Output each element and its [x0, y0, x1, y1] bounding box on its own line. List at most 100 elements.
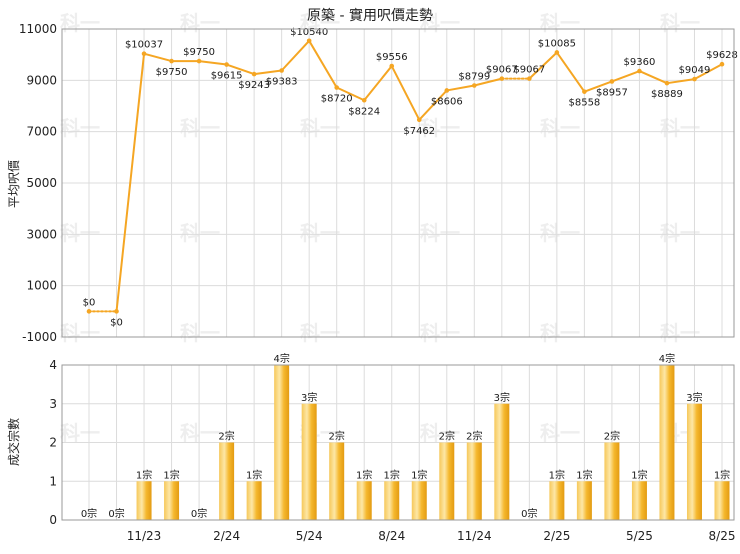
transaction-data-label: 1宗 — [576, 468, 592, 481]
price-point — [499, 76, 505, 81]
price-data-label: $8799 — [458, 71, 490, 82]
watermark-text: 科一 — [300, 221, 340, 245]
price-point — [251, 71, 257, 77]
price-data-label: $9750 — [183, 47, 215, 58]
price-data-label: $8720 — [321, 94, 353, 105]
transaction-bar — [329, 442, 345, 520]
watermark-text: 科一 — [60, 116, 100, 140]
bottom-y-tick-label: 2 — [49, 436, 57, 450]
transaction-bar — [576, 481, 592, 520]
transaction-bar — [246, 481, 262, 520]
price-points — [86, 38, 725, 314]
price-line-segment — [665, 78, 696, 85]
watermark-text: 科一 — [180, 321, 220, 345]
price-point — [224, 62, 229, 67]
top-y-axis-ticks: 11000 9000 7000 5000 3000 1000 -1000 — [19, 22, 57, 344]
price-point — [416, 117, 422, 123]
watermark-text: 科一 — [60, 221, 100, 245]
transaction-data-label: 1宗 — [163, 468, 179, 481]
price-point — [609, 79, 615, 84]
price-line-segment — [143, 52, 173, 63]
price-data-labels: $0 $0 $10037 $9750 $9750 $9615$9243$9383 $1054… — [83, 27, 738, 329]
price-point — [306, 38, 312, 44]
top-y-tick-label: 7000 — [26, 125, 57, 139]
transaction-data-label: 2宗 — [466, 430, 482, 443]
x-tick-label: 5/24 — [296, 529, 323, 543]
price-point — [141, 51, 147, 57]
watermark-text: 科一 — [180, 116, 220, 140]
watermark-text: 科一 — [540, 11, 580, 35]
top-plot-frame — [61, 28, 735, 338]
transaction-bar — [274, 365, 290, 520]
top-y-tick-label: 9000 — [26, 73, 57, 87]
bottom-y-tick-label: 4 — [49, 358, 57, 372]
price-data-label: $9615 — [211, 71, 243, 82]
transaction-data-label: 3宗 — [301, 391, 317, 404]
watermark-text: 科一 — [420, 221, 460, 245]
transaction-data-label: 1宗 — [549, 468, 565, 481]
bottom-y-axis-label: 成交宗數 — [6, 418, 21, 466]
transaction-data-label: 0宗 — [521, 507, 537, 520]
price-line-segment — [225, 63, 256, 76]
price-line-segment — [308, 39, 338, 89]
price-line-segment — [445, 84, 476, 92]
price-line-series — [88, 39, 723, 313]
top-y-tick-label: 3000 — [26, 227, 57, 241]
price-point — [719, 61, 725, 67]
transaction-data-label: 1宗 — [631, 468, 647, 481]
transaction-data-label: 3宗 — [686, 391, 702, 404]
watermark-text: 科一 — [540, 421, 580, 445]
price-point — [637, 68, 642, 74]
top-y-tick-label: 11000 — [19, 22, 57, 36]
watermark-text: 科一 — [420, 421, 460, 445]
price-point — [444, 88, 450, 93]
transaction-bars — [136, 365, 730, 520]
transaction-data-label: 2宗 — [329, 430, 345, 443]
price-data-label: $9067 — [513, 65, 545, 76]
x-tick-label: 11/24 — [457, 529, 492, 543]
watermark-text: 科一 — [420, 116, 460, 140]
x-tick-label: 2/25 — [543, 529, 570, 543]
chart-title: 原築 - 實用呎價走勢 — [307, 7, 433, 24]
transaction-data-label: 0宗 — [81, 507, 97, 520]
price-point — [334, 85, 339, 90]
watermark-text: 科一 — [180, 221, 220, 245]
transaction-data-labels: 0宗 0宗 1宗 1宗 0宗 2宗 1宗 4宗 3宗 2宗 1宗 1宗 1宗 2宗 2宗 3宗 0宗 1宗 1宗 2宗… — [81, 352, 730, 520]
x-tick-label: 8/24 — [378, 529, 405, 543]
transaction-data-label: 2宗 — [604, 430, 620, 443]
watermark-text: 科一 — [540, 321, 580, 345]
price-point — [279, 68, 284, 73]
price-data-label: $8558 — [568, 98, 600, 109]
transaction-bar — [136, 481, 152, 520]
price-data-label: $8606 — [431, 96, 463, 107]
transaction-bar — [686, 403, 702, 520]
price-data-label: $9049 — [679, 65, 711, 76]
watermark-text: 科一 — [300, 321, 340, 345]
price-line-segment — [363, 65, 393, 102]
transaction-data-label: 4宗 — [273, 352, 289, 365]
transaction-bar — [356, 481, 372, 520]
transaction-data-label: 0宗 — [108, 507, 124, 520]
x-tick-label: 8/25 — [709, 529, 736, 543]
transaction-data-label: 1宗 — [411, 468, 427, 481]
price-data-label: $9243 — [238, 80, 270, 91]
transaction-bar — [439, 442, 455, 520]
price-line-segment — [555, 51, 586, 93]
transaction-bar — [219, 442, 235, 520]
watermark-text: 科一 — [60, 11, 100, 35]
watermark-text: 科一 — [60, 321, 100, 345]
price-data-label: $0 — [110, 317, 123, 328]
transaction-bar — [631, 481, 647, 520]
watermark-text: 科一 — [180, 421, 220, 445]
bottom-y-tick-label: 3 — [49, 397, 57, 411]
transaction-bar — [549, 481, 565, 520]
transaction-data-label: 1宗 — [714, 468, 730, 481]
transaction-bar — [301, 403, 317, 520]
transaction-data-label: 2宗 — [439, 430, 455, 443]
price-data-label: $9628 — [706, 50, 738, 61]
price-data-label: $10540 — [290, 27, 328, 38]
price-line-segment — [280, 39, 311, 72]
price-line-segment — [390, 65, 421, 121]
price-point — [389, 63, 395, 69]
